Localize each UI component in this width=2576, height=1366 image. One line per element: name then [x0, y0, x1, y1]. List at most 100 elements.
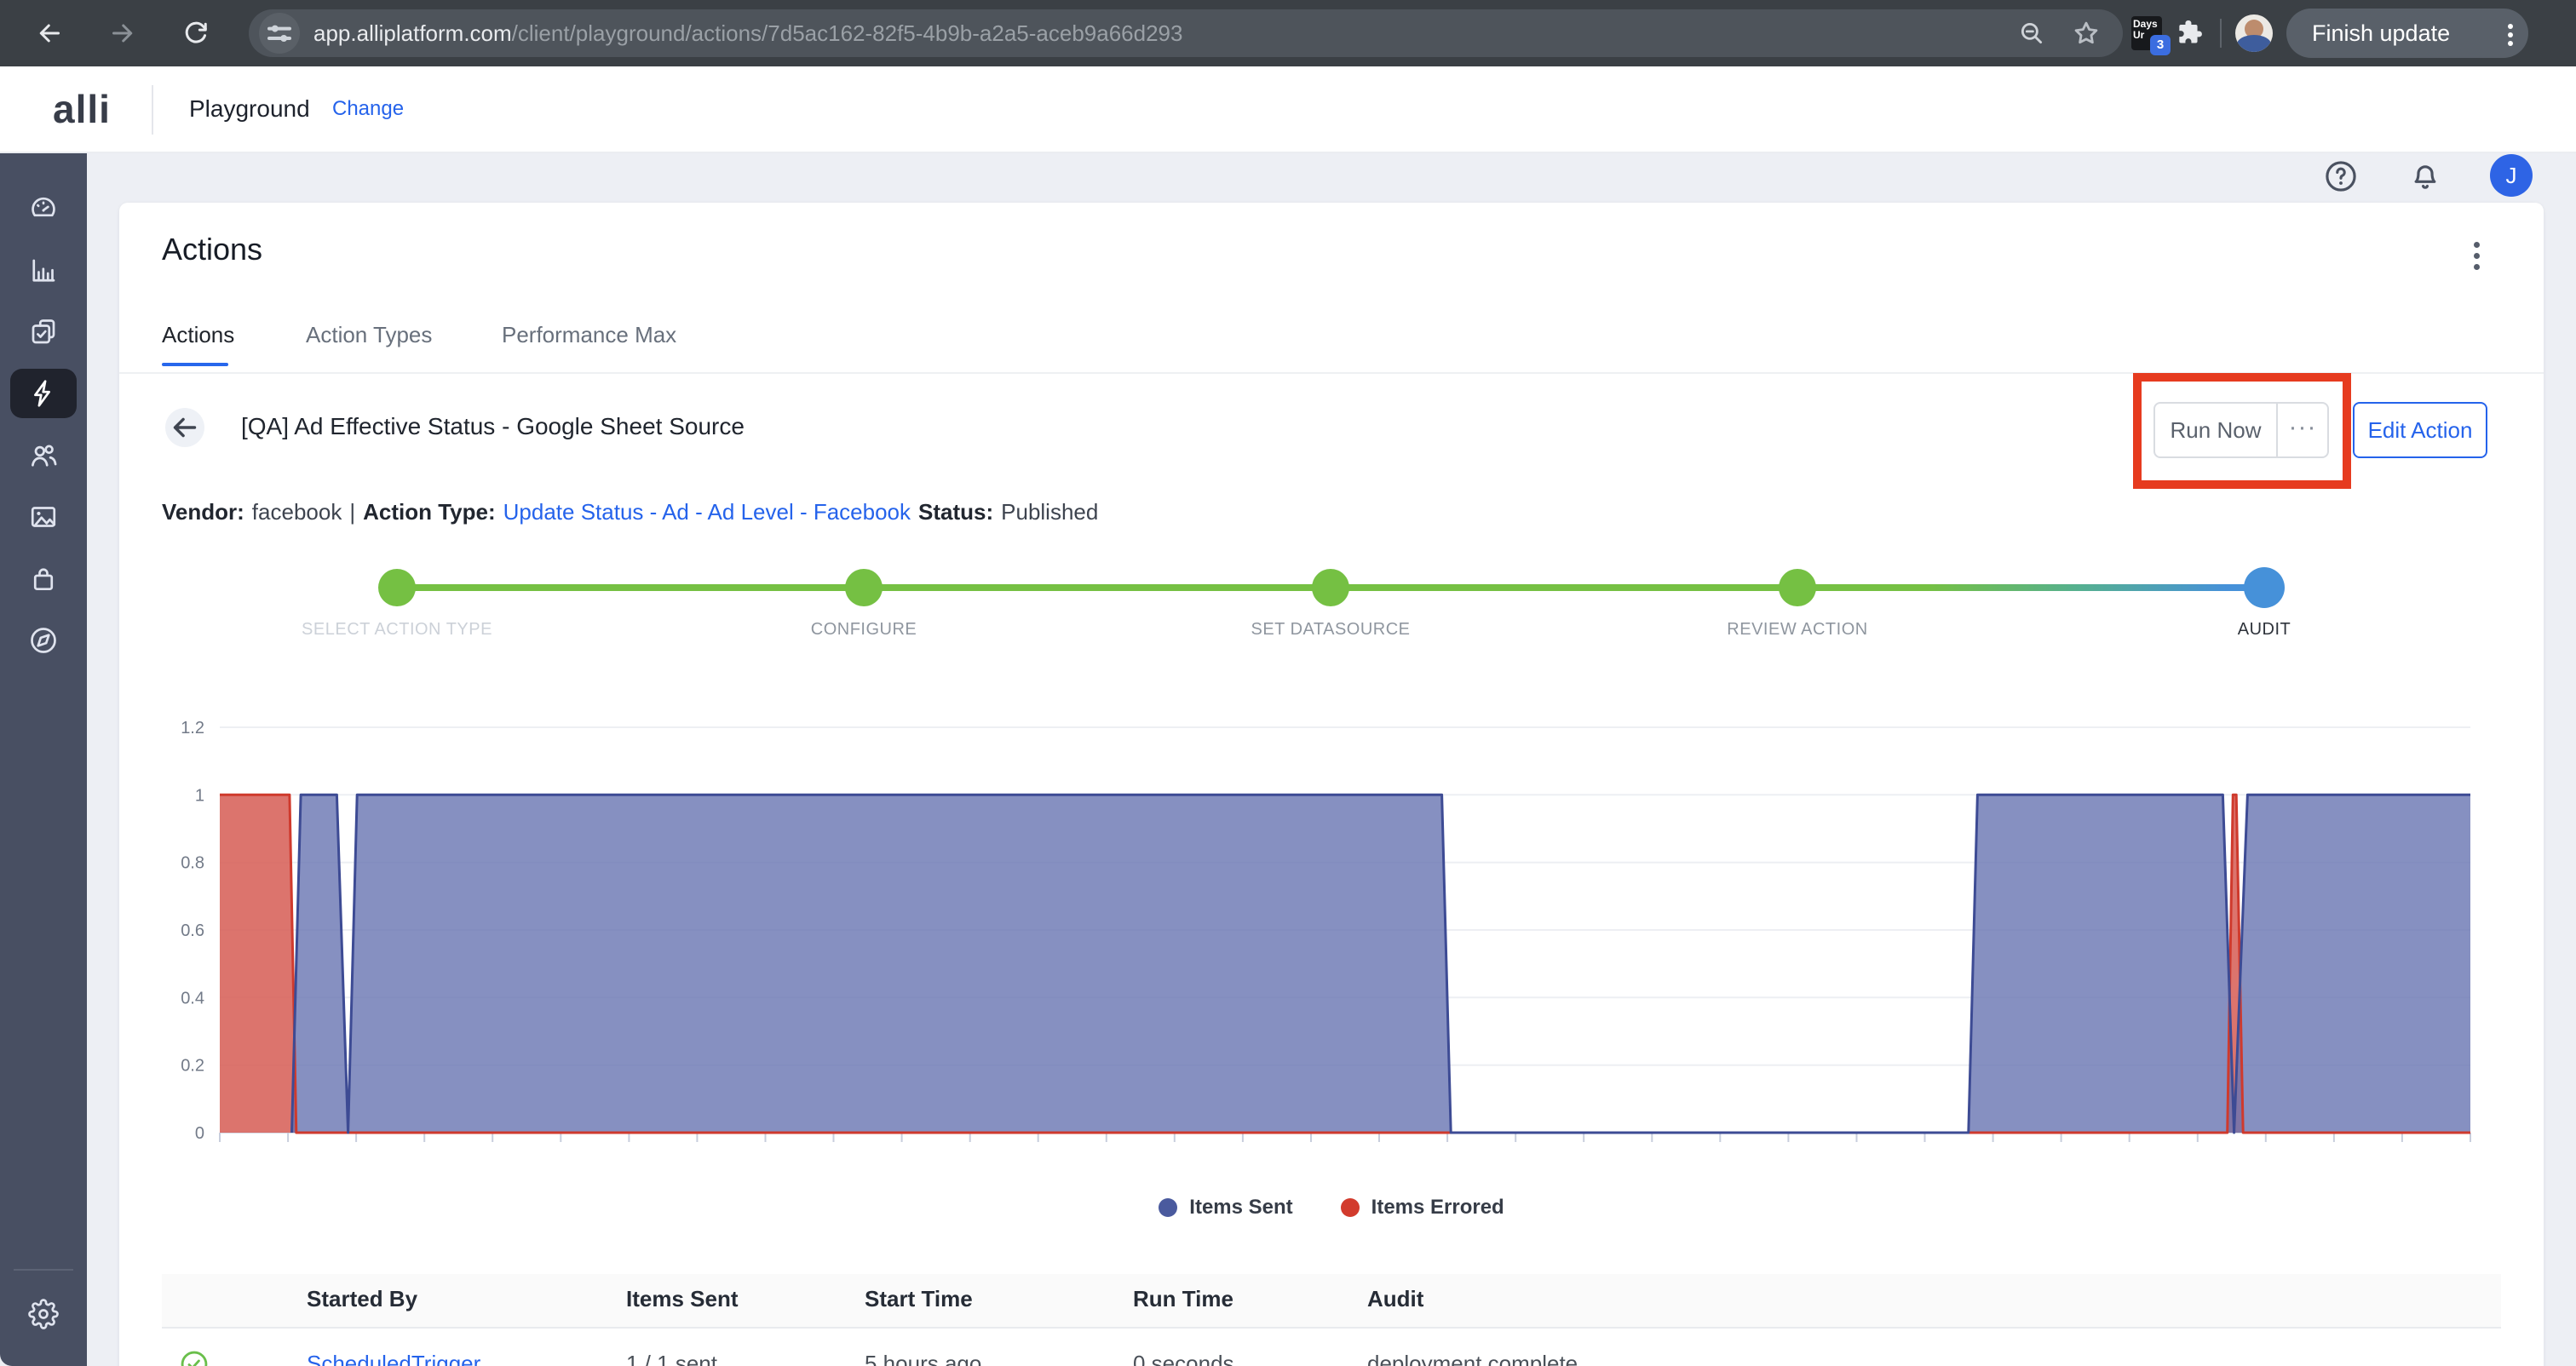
action-type-link[interactable]: Update Status - Ad - Ad Level - Facebook [503, 499, 911, 525]
step-dot-audit[interactable] [2244, 567, 2285, 608]
table-cell: 0 seconds [1133, 1351, 1234, 1366]
y-axis-tick-label: 1 [195, 786, 204, 805]
browser-profile-avatar[interactable] [2235, 14, 2273, 52]
header-divider [152, 85, 153, 135]
back-button[interactable] [165, 408, 204, 447]
status-value: Published [1001, 499, 1099, 525]
change-workspace-link[interactable]: Change [332, 97, 405, 120]
shopping-bag-icon[interactable] [28, 564, 59, 594]
legend-dot [1340, 1198, 1360, 1217]
progress-stepper: SELECT ACTION TYPE CONFIGURE SET DATASOURC… [119, 545, 2544, 673]
actions-panel: Actions Actions Action Types Performance… [119, 203, 2544, 1366]
action-meta-line: Vendor: facebook | Action Type: Update Statu… [162, 499, 1106, 525]
step-dot-configure[interactable] [845, 569, 883, 606]
area-items-sent [291, 795, 2470, 1133]
run-now-split-button: Run Now ··· [2153, 402, 2329, 458]
help-icon[interactable] [2323, 158, 2359, 194]
step-label: SELECT ACTION TYPE [302, 620, 492, 639]
table-cell: deployment complete [1367, 1351, 1578, 1366]
y-axis-tick-label: 0.4 [181, 989, 204, 1007]
avatar-face [2245, 20, 2263, 38]
zoom-out-icon[interactable] [2017, 19, 2046, 48]
address-bar[interactable]: app.alliplatform.com/client/playground/a… [249, 9, 2123, 57]
y-axis-tick-label: 0 [195, 1124, 204, 1143]
table-row[interactable]: ScheduledTrigger 1 / 1 sent 5 hours ago 0 s… [162, 1329, 2501, 1366]
run-now-button[interactable]: Run Now [2170, 417, 2262, 443]
vendor-label: Vendor: [162, 499, 244, 525]
avatar-shirt [2237, 35, 2271, 52]
active-tab-underline [162, 363, 228, 366]
site-info-icon[interactable] [259, 13, 300, 54]
meta-separator: | [349, 499, 356, 525]
back-arrow-icon [173, 417, 197, 438]
sidebar-nav [0, 153, 87, 1366]
creative-image-icon[interactable] [28, 502, 59, 532]
extension-label: Days Ur [2133, 18, 2158, 41]
step-label: CONFIGURE [810, 620, 917, 639]
action-type-label: Action Type: [363, 499, 496, 525]
dashboard-gauge-icon[interactable] [28, 193, 59, 224]
table-header-cell: Audit [1367, 1286, 1424, 1311]
y-axis-tick-label: 0.2 [181, 1057, 204, 1076]
step-dot-set-datasource[interactable] [1312, 569, 1349, 606]
panel-kebab-menu-icon[interactable] [2464, 237, 2489, 284]
user-avatar[interactable]: J [2490, 154, 2533, 197]
step-dot-select-action-type[interactable] [378, 569, 416, 606]
edit-action-button[interactable]: Edit Action [2353, 402, 2487, 458]
notifications-bell-icon[interactable] [2407, 158, 2443, 194]
alli-logo[interactable]: alli [53, 87, 111, 131]
browser-reload-icon[interactable] [181, 18, 211, 49]
run-now-more-button[interactable]: ··· [2288, 413, 2317, 441]
toolbar-divider [2220, 19, 2222, 48]
tasks-clipboard-icon[interactable] [28, 317, 59, 347]
browser-back-icon[interactable] [34, 18, 65, 49]
table-cell: 1 / 1 sent [626, 1351, 717, 1366]
runs-chart: 0 0.2 0.4 0.6 0.8 1 1.2 [181, 719, 2471, 1143]
table-header-cell: Run Time [1133, 1286, 1233, 1311]
app-header: alli Playground Change J [0, 66, 2576, 197]
legend-item-items-sent: Items Sent [1159, 1196, 1293, 1220]
chart-legend: Items Sent Items Errored [119, 1196, 2544, 1220]
table-cell: 5 hours ago [865, 1351, 982, 1366]
tab-actions[interactable]: Actions [162, 322, 235, 347]
sidebar-active-highlight [10, 369, 77, 418]
legend-dot [1159, 1198, 1178, 1217]
legend-label: Items Sent [1189, 1196, 1293, 1219]
action-title: [QA] Ad Effective Status - Google Sheet … [241, 413, 745, 439]
actions-bolt-icon[interactable] [28, 378, 59, 409]
legend-label: Items Errored [1371, 1196, 1504, 1219]
tab-action-types[interactable]: Action Types [306, 322, 433, 347]
workspace-name: Playground [189, 95, 310, 122]
step-label: REVIEW ACTION [1727, 620, 1868, 639]
sidebar-divider [14, 1269, 73, 1271]
step-label: AUDIT [2237, 620, 2291, 639]
settings-gear-icon[interactable] [28, 1299, 59, 1329]
vendor-value: facebook [251, 499, 342, 525]
finish-update-label: Finish update [2312, 20, 2451, 46]
reports-barchart-icon[interactable] [28, 255, 59, 286]
bookmark-star-icon[interactable] [2072, 19, 2101, 48]
browser-forward-icon[interactable] [107, 18, 138, 49]
runs-table-header: Started By Items Sent Start Time Run Time Au… [162, 1274, 2501, 1329]
started-by-link[interactable]: ScheduledTrigger [307, 1351, 481, 1366]
finish-update-button[interactable]: Finish update [2286, 9, 2528, 58]
step-label: SET DATASOURCE [1251, 620, 1411, 639]
table-header-cell: Items Sent [626, 1286, 739, 1311]
explore-compass-icon[interactable] [28, 625, 59, 656]
legend-item-items-errored: Items Errored [1340, 1196, 1504, 1220]
url-text[interactable]: app.alliplatform.com/client/playground/a… [313, 9, 1182, 57]
status-label: Status: [918, 499, 994, 525]
tab-performance-max[interactable]: Performance Max [502, 322, 677, 347]
extension-badge: 3 [2150, 35, 2171, 55]
browser-menu-icon[interactable] [2506, 20, 2515, 49]
step-dot-review-action[interactable] [1779, 569, 1816, 606]
split-divider [2276, 404, 2278, 456]
url-host: app.alliplatform.com [313, 20, 512, 46]
run-success-icon [181, 1351, 208, 1366]
days-extension-icon[interactable]: Days Ur 3 [2131, 16, 2171, 55]
page-title: Actions [162, 232, 263, 267]
audiences-people-icon[interactable] [28, 440, 59, 471]
extensions-puzzle-icon[interactable] [2174, 17, 2206, 49]
tabs-divider [119, 372, 2544, 374]
url-path: /client/playground/actions/7d5ac162-82f5… [511, 20, 1183, 46]
